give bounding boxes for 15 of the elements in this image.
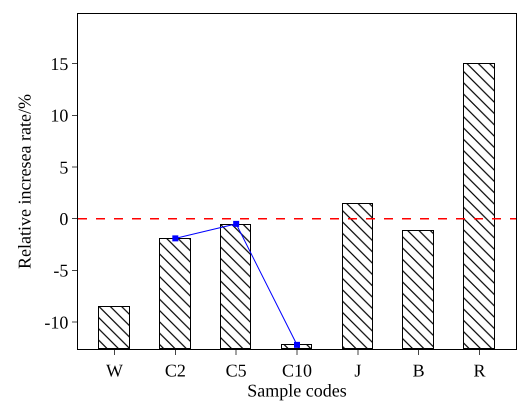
x-tick-label: W: [106, 360, 123, 381]
y-tick-label: 0: [59, 209, 68, 230]
x-tick-label: C10: [282, 360, 312, 381]
y-tick-label: 15: [50, 54, 68, 74]
x-axis-title: Sample codes: [247, 380, 347, 401]
x-tick-label: R: [473, 360, 486, 381]
y-tick-label: 10: [50, 106, 68, 126]
x-tick-label: C5: [226, 360, 247, 381]
x-tick-label: C2: [164, 360, 186, 381]
y-tick-label: -10: [44, 312, 68, 332]
y-axis-title: Relative incresea rate/%: [14, 94, 35, 269]
x-tick-label: B: [412, 360, 425, 381]
y-tick-label: -5: [53, 260, 68, 281]
x-tick-label: J: [354, 360, 362, 381]
y-tick-label: 5: [59, 157, 68, 178]
